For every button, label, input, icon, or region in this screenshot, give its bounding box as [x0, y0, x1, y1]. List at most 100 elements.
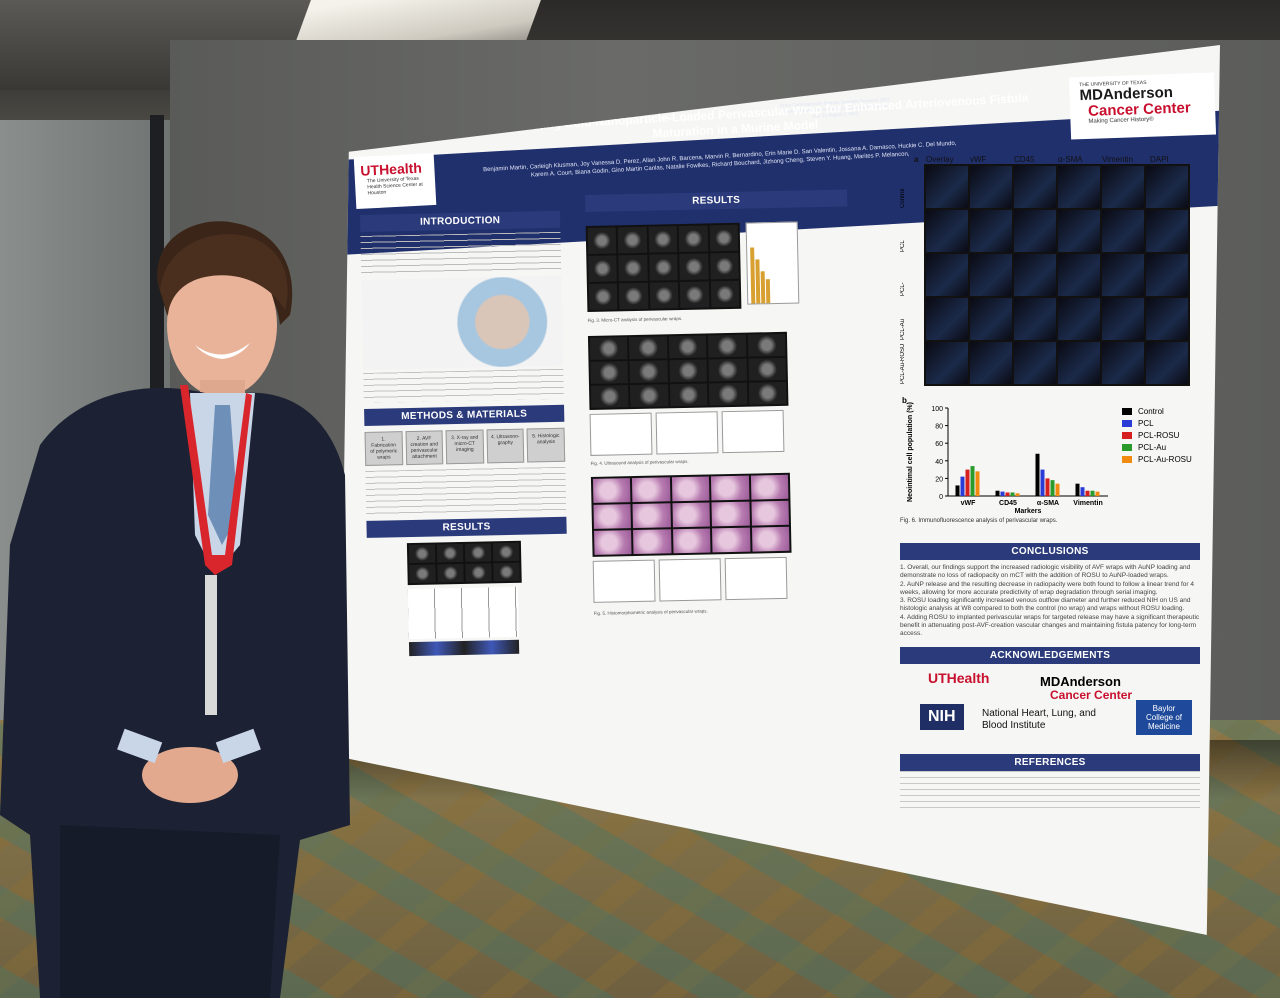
necktie [208, 405, 238, 545]
histo-plots [592, 555, 856, 603]
legend-swatch [1122, 444, 1132, 451]
fig3-row [585, 221, 850, 312]
results-left-header: RESULTS [366, 516, 567, 538]
fig1-caption [363, 368, 564, 403]
bar-control [1035, 453, 1040, 496]
neointimal-chart-area: b 0 20 40 60 80 100 Neointimal cell population… [900, 396, 1200, 514]
mdanderson-logo: THE UNIVERSITY OF TEXAS MDAnderson Cance… [1068, 72, 1217, 140]
x-tick-label: CD45 [999, 500, 1017, 507]
hu-bars [747, 223, 799, 304]
bar-pcl-au-rosu [975, 471, 980, 496]
histology-images [590, 472, 792, 557]
if-image-grid [924, 164, 1190, 386]
ack-md-logo: MDAnderson [1040, 673, 1121, 689]
ack-nih-logo: NIH [920, 703, 964, 730]
conclusion-item: 4. Adding ROSU to implanted perivascular… [900, 613, 1200, 638]
lanyard [180, 385, 252, 575]
x-tick-label: Vimentin [1073, 500, 1102, 507]
us-plots [589, 408, 853, 456]
histo-plot [658, 558, 722, 602]
us-plot [589, 412, 653, 456]
y-tick-label: 80 [935, 424, 943, 431]
bar-control [955, 485, 960, 496]
legend-label: Control [1138, 407, 1164, 416]
legend-swatch [1122, 420, 1132, 427]
intro-text [360, 231, 562, 276]
acknowledgements-header: ACKNOWLEDGEMENTS [900, 646, 1200, 664]
conclusion-item: 3. ROSU loading significantly increased … [900, 597, 1191, 613]
y-tick-label: 40 [935, 459, 943, 466]
y-tick-label: 20 [935, 476, 943, 483]
fig3-caption: Fig. 3. Micro-CT analysis of perivascula… [587, 315, 683, 323]
uthealth-logo: UTHealth The University of Texas Health … [353, 152, 437, 210]
methods-flow: 1. Fabrication of polymeric wraps 2. AVF… [364, 427, 566, 466]
legend-swatch [1122, 456, 1132, 463]
if-row-label: PCL-Au-ROSU [900, 343, 906, 384]
ack-baylor-logo: Baylor College of Medicine [1136, 699, 1192, 735]
if-column-headers: a Overlay vWF CD45 α-SMA Vimentin DAPI [914, 155, 1200, 164]
bar-pcl-au-rosu [1055, 483, 1060, 496]
bar-pcl-au-rosu [1015, 493, 1020, 496]
method-step: 1. Fabrication of polymeric wraps [364, 431, 403, 466]
legend-label: PCL-ROSU [1138, 431, 1180, 440]
x-tick-label: α-SMA [1037, 500, 1059, 507]
if-row-label: Control [900, 188, 906, 208]
fig5-caption: Fig. 5. Histomorphometric analysis of pe… [593, 608, 708, 616]
legend-swatch [1122, 432, 1132, 439]
if-label-a: a [914, 155, 919, 164]
shirt-cuff-left [117, 728, 163, 764]
ack-uthealth-logo: UTHealth [928, 669, 990, 686]
y-tick-label: 60 [935, 441, 943, 448]
if-col-header: DAPI [1150, 155, 1169, 164]
conclusions-list: 1. Overall, our findings support the inc… [900, 564, 1200, 639]
bar-pcl-rosu [965, 469, 970, 496]
x-axis-label: Markers [1015, 508, 1042, 514]
overview-graphic [361, 275, 564, 370]
references-text [900, 770, 1200, 811]
presenter-person [0, 221, 350, 998]
method-step: 5. Histologic analysis [526, 427, 566, 463]
bar-pcl-au [1010, 492, 1015, 496]
bar-pcl [1040, 469, 1045, 496]
acknowledgement-logos: UTHealth MDAnderson Cancer Center NIH Na… [900, 664, 1200, 754]
hu-bar [765, 279, 771, 304]
left-column: INTRODUCTION METHODS & MATERIALS 1. Fabr… [360, 210, 569, 657]
bar-control [1075, 483, 1080, 496]
ultrasound-images [587, 331, 789, 410]
bar-pcl [960, 476, 965, 496]
bar-control [995, 490, 1000, 496]
bar-pcl-rosu [1085, 490, 1090, 496]
histo-plot [724, 556, 788, 601]
conclusion-item: 2. AuNP release and the resulting decrea… [900, 580, 1195, 596]
y-tick-label: 100 [931, 406, 943, 413]
methods-header: METHODS & MATERIALS [364, 404, 565, 426]
legend-label: PCL [1138, 419, 1154, 428]
legend-label: PCL-Au-ROSU [1138, 455, 1192, 464]
bar-pcl-au [1090, 490, 1095, 496]
neointimal-bar-chart: 0 20 40 60 80 100 Neointimal cell population (… [907, 402, 1192, 514]
introduction-header: INTRODUCTION [360, 210, 561, 232]
bar-pcl [1000, 491, 1005, 496]
if-row-label: PCL- [900, 282, 906, 296]
ack-cancer-logo: Cancer Center [1050, 687, 1133, 702]
bar-pcl-au [1050, 480, 1055, 496]
fig6-caption: Fig. 6. Immunofluorescence analysis of p… [900, 518, 1058, 524]
trousers [60, 825, 280, 998]
sem-images [406, 540, 522, 586]
if-row-label: PCL [900, 240, 906, 252]
hu-bar [760, 271, 766, 304]
x-tick-label: vWF [961, 500, 977, 507]
bar-pcl-au-rosu [1095, 491, 1100, 496]
bar-pcl [1080, 487, 1085, 496]
shirt-cuff-right [215, 728, 261, 764]
legend-swatch [1122, 408, 1132, 415]
spectra-plots [407, 586, 519, 640]
mct-images [585, 222, 742, 312]
if-col-header: CD45 [1014, 155, 1035, 164]
bar-pcl-rosu [1045, 478, 1050, 496]
conclusion-item: 1. Overall, our findings support the inc… [900, 564, 1191, 580]
legend-label: PCL-Au [1138, 443, 1166, 452]
clasped-hands [142, 747, 238, 803]
method-step: 4. Ultrasono-graphy [486, 428, 525, 464]
method-step: 3. X-ray and micro-CT imaging [445, 429, 485, 465]
